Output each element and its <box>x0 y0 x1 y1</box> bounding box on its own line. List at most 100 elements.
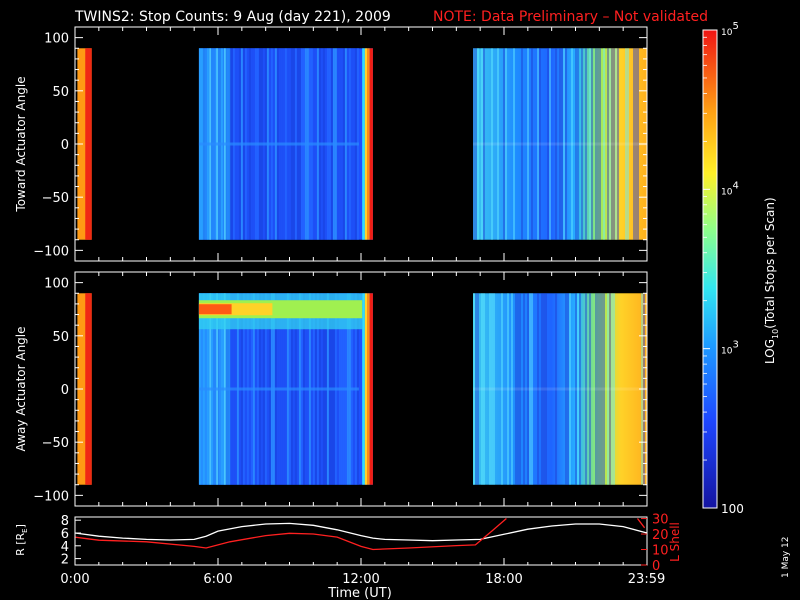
preliminary-note: NOTE: Data Preliminary – Not validated <box>433 9 708 25</box>
heatmap-column <box>577 293 580 485</box>
heatmap-column <box>599 48 602 240</box>
heatmap-column <box>617 48 620 240</box>
heatmap-column <box>473 293 476 485</box>
series-line-l-shell <box>74 518 646 551</box>
heatmap-column <box>575 48 578 240</box>
heatmap-segment-1-edge <box>85 48 92 240</box>
heatmap-segment-3 <box>473 293 647 485</box>
heatmap-column <box>515 293 518 485</box>
heatmap-column <box>591 48 594 240</box>
heatmap-column <box>567 293 570 485</box>
heatmap-zero-angle-band <box>473 387 647 391</box>
heatmap-column <box>615 48 618 240</box>
y-tick-label: −50 <box>42 191 69 206</box>
heatmap-segment-2-edge <box>364 293 368 485</box>
heatmap-column <box>601 293 604 485</box>
heatmap-column <box>637 48 640 240</box>
heatmap-column <box>559 48 562 240</box>
y-right-tick-label: 20 <box>652 528 669 543</box>
y-left-tick-label: 4 <box>61 540 69 555</box>
heatmap-segment-2-edge <box>369 293 373 485</box>
heatmap-column <box>561 48 564 240</box>
heatmap-column <box>473 48 476 240</box>
y-tick-label: 0 <box>61 383 69 398</box>
heatmap-column <box>543 293 546 485</box>
heatmap-column <box>477 293 480 485</box>
heatmap-column <box>635 48 638 240</box>
away-angle-heatmap: 100 50 0 −50 −100 <box>33 271 648 507</box>
heatmap-column <box>537 293 540 485</box>
heatmap-column <box>483 48 486 240</box>
heatmap-column <box>603 293 606 485</box>
heatmap-column <box>569 293 572 485</box>
y-tick-label: −50 <box>42 436 69 451</box>
series-line-r <box>74 522 648 542</box>
heatmap-column <box>549 48 552 240</box>
heatmap-column <box>611 293 614 485</box>
x-tick-label: 6:00 <box>203 572 232 587</box>
heatmap-column <box>609 293 612 485</box>
date-stamp: 1 May 12 <box>781 536 791 578</box>
heatmap-segment-3 <box>473 48 647 240</box>
y-right-tick-label: 30 <box>652 513 669 528</box>
heatmap-zero-angle-band <box>473 142 647 146</box>
heatmap-column <box>597 48 600 240</box>
heatmap-column <box>493 293 496 485</box>
heatmap-column <box>529 293 532 485</box>
heatmap-column <box>503 48 506 240</box>
heatmap-column <box>565 293 568 485</box>
heatmap-column <box>481 48 484 240</box>
heatmap-column <box>497 48 500 240</box>
heatmap-column <box>555 293 558 485</box>
heatmap-column <box>489 293 492 485</box>
y-tick-label: 50 <box>52 330 69 345</box>
heatmap-column <box>545 293 548 485</box>
heatmap-column <box>627 48 630 240</box>
heatmap-column <box>477 48 480 240</box>
colorbar-label: LOG10(Total Stops per Scan) <box>763 197 780 364</box>
y-tick-label: 50 <box>52 85 69 100</box>
x-tick-label: 23:59 <box>628 572 665 587</box>
heatmap-column <box>519 293 522 485</box>
heatmap-column <box>513 48 516 240</box>
heatmap-column <box>613 48 616 240</box>
heatmap-column <box>475 48 478 240</box>
heatmap-column <box>611 48 614 240</box>
heatmap-column <box>595 48 598 240</box>
heatmap-column <box>585 48 588 240</box>
y-left-tick-label: 2 <box>61 553 69 568</box>
ylabel-r: R [RE] <box>14 524 29 556</box>
y-right-tick-label: 0 <box>652 559 660 574</box>
heatmap-column <box>581 48 584 240</box>
heatmap-column <box>595 293 598 485</box>
heatmap-column <box>603 48 606 240</box>
y-tick-label: −100 <box>33 489 69 504</box>
heatmap-column <box>589 293 592 485</box>
heatmap-column <box>577 48 580 240</box>
heatmap-column <box>607 48 610 240</box>
heatmap-column <box>571 48 574 240</box>
heatmap-segment-2-edge <box>367 293 370 485</box>
y-left-tick-label: 8 <box>61 514 69 529</box>
colorbar-gradient <box>702 29 718 509</box>
heatmap-column <box>521 48 524 240</box>
heatmap-column <box>483 293 486 485</box>
colorbar-tick-label: 100 <box>721 502 744 516</box>
ylabel-away: Away Actuator Angle <box>14 326 28 451</box>
heatmap-column <box>609 48 612 240</box>
heatmap-column <box>607 293 610 485</box>
heatmap-column <box>491 48 494 240</box>
heatmap-column <box>505 48 508 240</box>
heatmap-column <box>555 48 558 240</box>
heatmap-column <box>527 293 530 485</box>
heatmap-segment-2-edge <box>367 48 370 240</box>
heatmap-column <box>625 48 628 240</box>
heatmap-segment-2-edge <box>362 293 365 485</box>
heatmap-column <box>579 293 582 485</box>
heatmap-column <box>547 48 550 240</box>
y-tick-label: 100 <box>44 277 69 292</box>
heatmap-column <box>563 48 566 240</box>
xlabel-time: Time (UT) <box>327 586 392 600</box>
y-tick-label: −100 <box>33 244 69 259</box>
